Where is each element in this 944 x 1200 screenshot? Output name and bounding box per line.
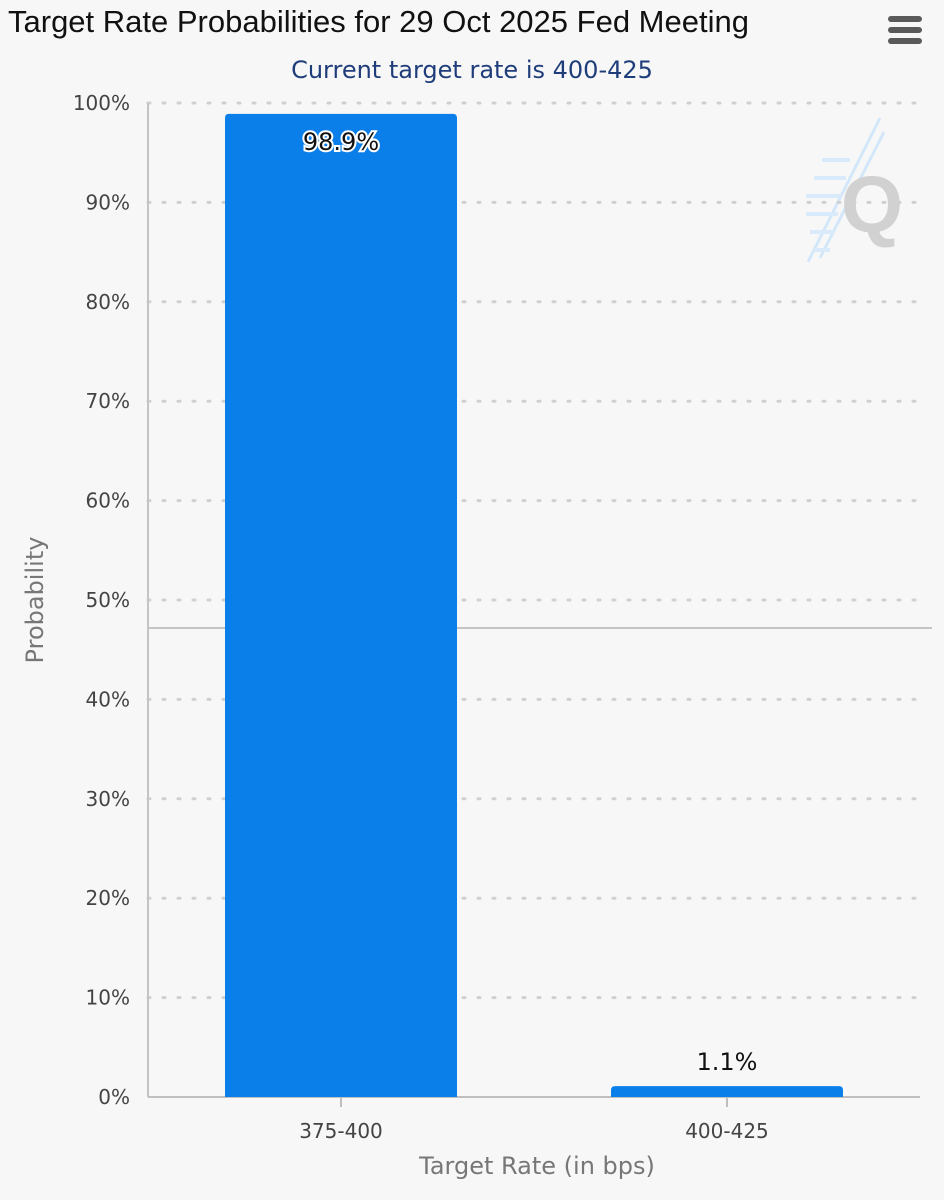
chart-title: Target Rate Probabilities for 29 Oct 202… [8,4,749,39]
x-tick-label: 375-400 [299,1119,383,1143]
y-tick-label: 100% [73,91,130,115]
bar[interactable] [225,113,457,1097]
y-tick-label: 20% [86,886,130,910]
chart-subtitle: Current target rate is 400-425 [291,56,653,84]
bar-data-label: 1.1% [697,1048,758,1076]
y-tick-label: 70% [86,389,130,413]
y-tick-label: 40% [86,687,130,711]
bar-data-label: 98.9% [303,128,379,156]
y-tick-label: 90% [86,190,130,214]
q-logo-icon: Q [806,117,903,263]
bar[interactable] [611,1086,843,1097]
svg-text:Q: Q [841,160,903,249]
y-axis-title: Probability [21,537,49,664]
y-tick-label: 0% [98,1085,130,1109]
hamburger-menu-icon[interactable] [880,10,930,52]
x-tick-label: 400-425 [685,1119,769,1143]
y-tick-label: 80% [86,290,130,314]
y-tick-label: 60% [86,489,130,513]
y-tick-label: 50% [86,588,130,612]
x-axis-title: Target Rate (in bps) [418,1152,655,1180]
y-tick-label: 10% [86,986,130,1010]
y-tick-label: 30% [86,787,130,811]
